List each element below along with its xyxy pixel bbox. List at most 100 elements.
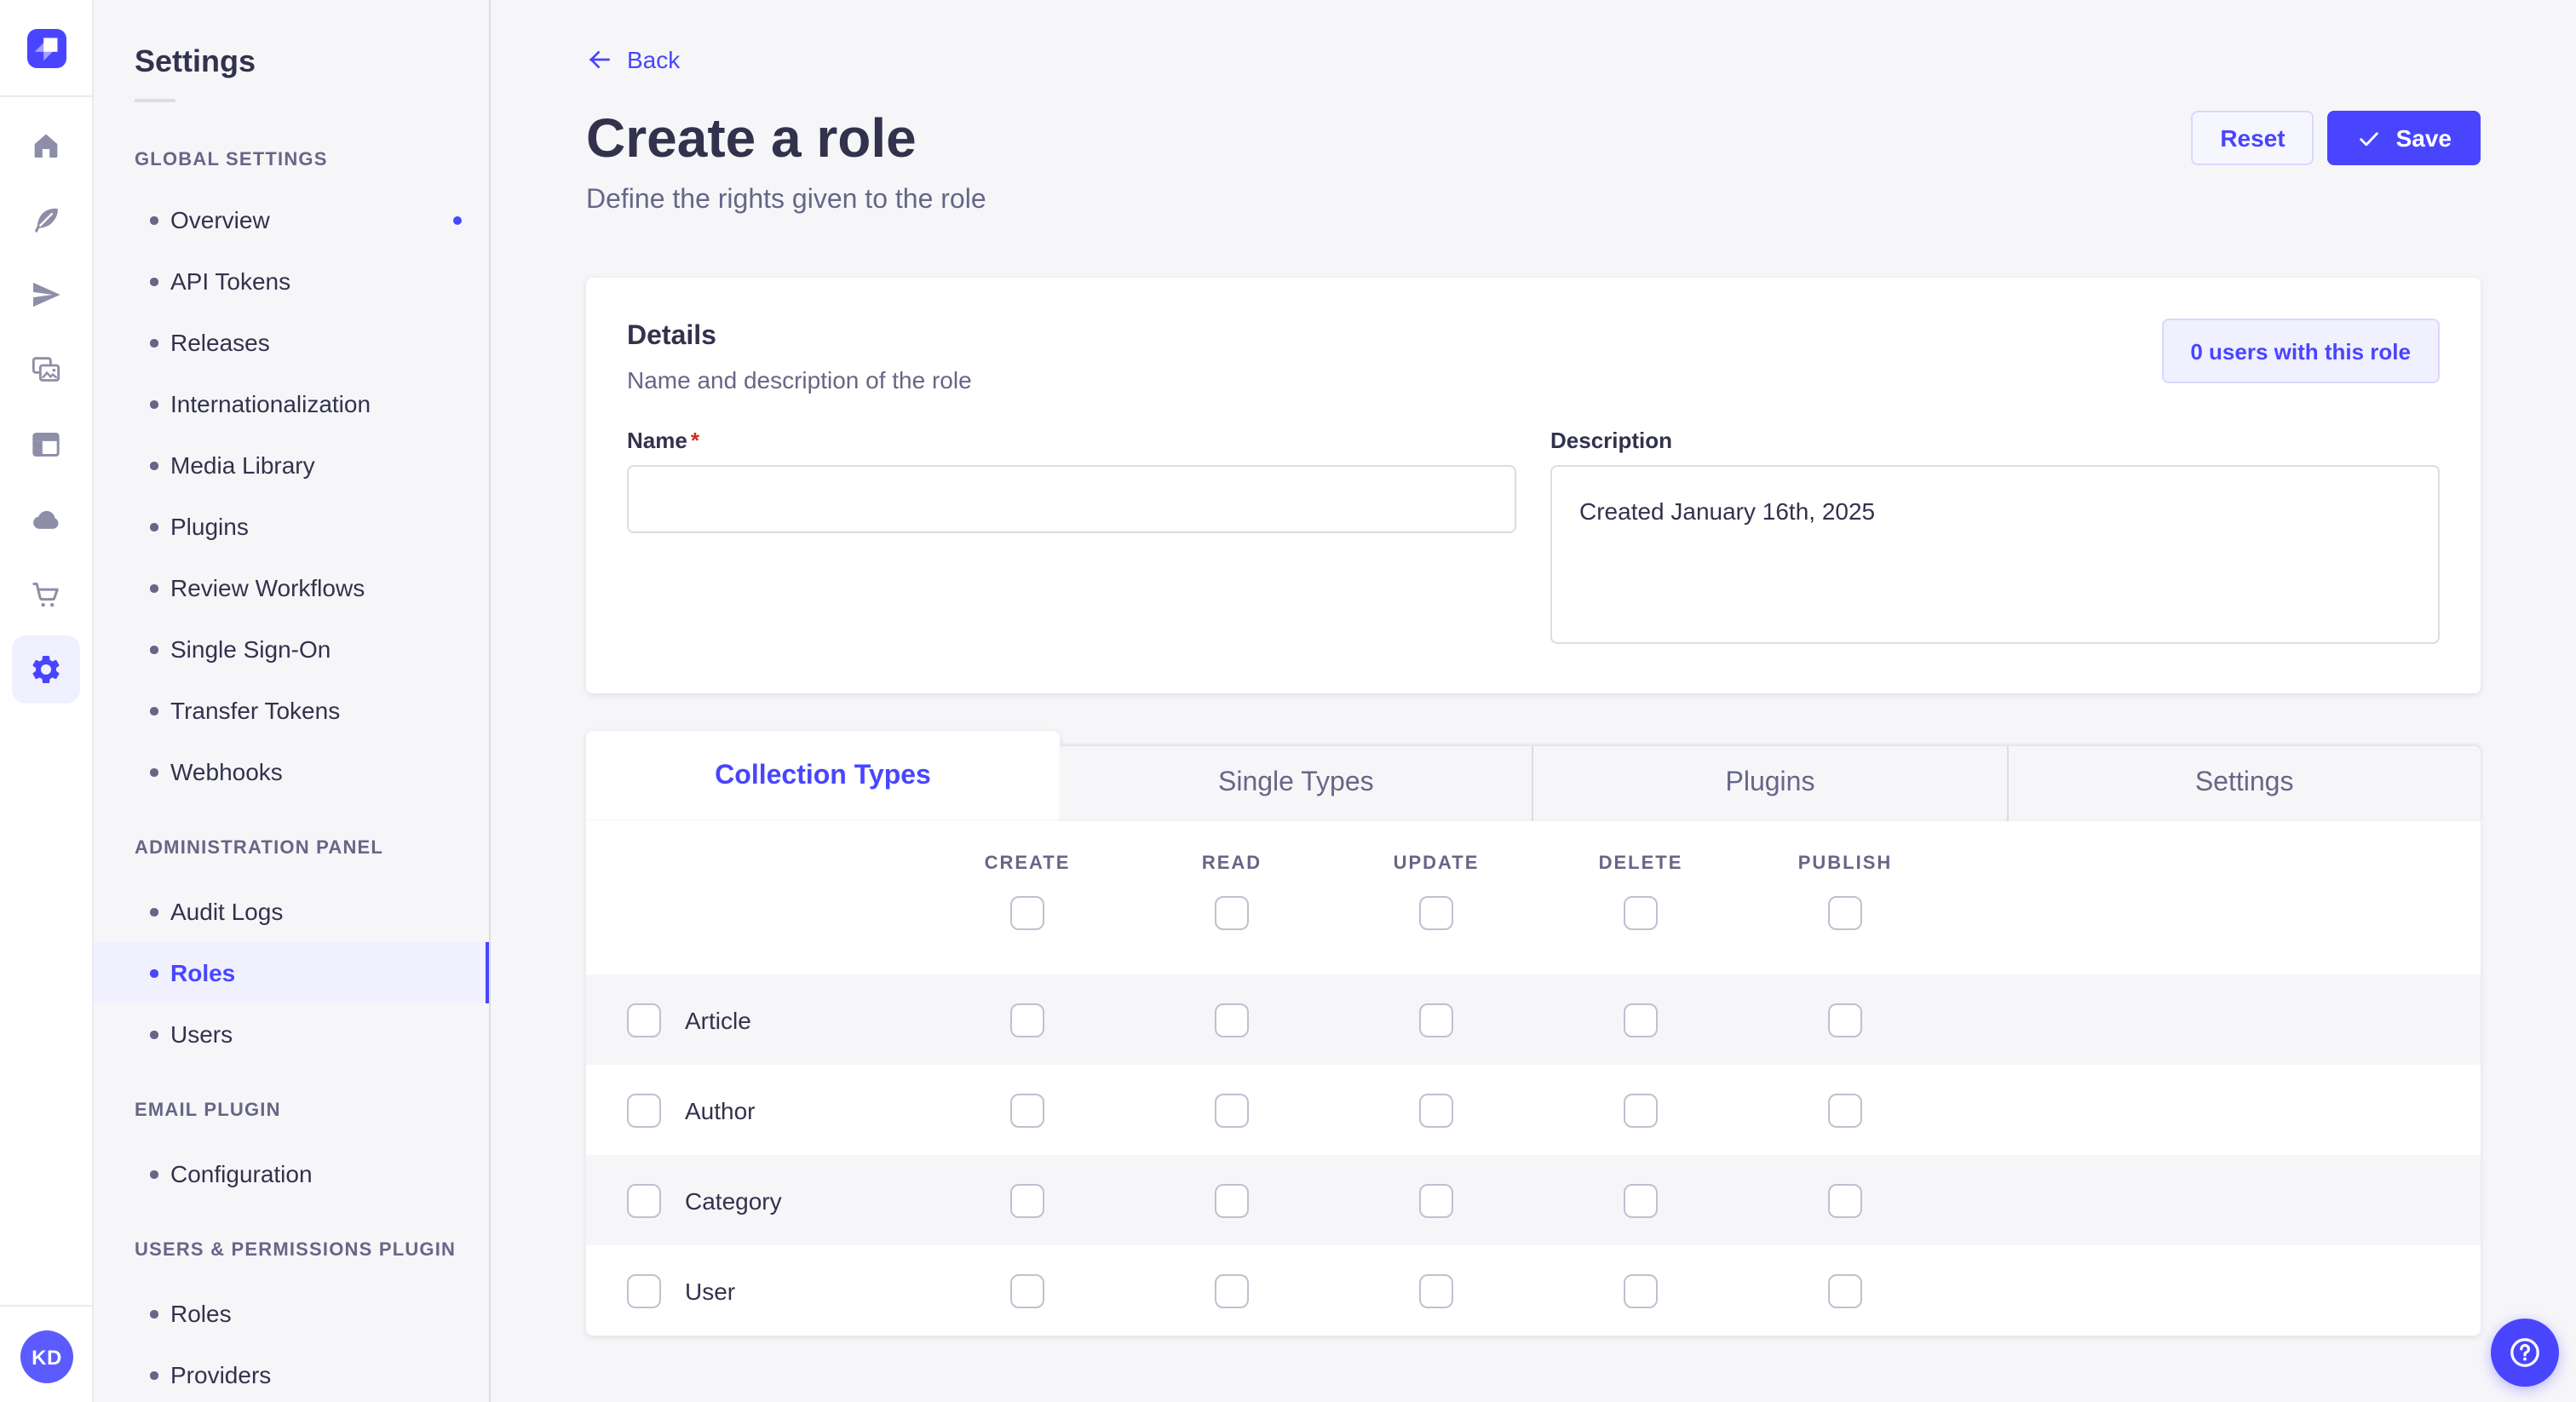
select-all-read-checkbox[interactable]	[1215, 896, 1249, 930]
subnav-item-releases[interactable]: Releases	[94, 312, 489, 373]
permission-checkbox-update[interactable]	[1419, 1183, 1453, 1217]
select-all-publish-checkbox[interactable]	[1828, 896, 1862, 930]
users-permissions-list: Roles Providers	[94, 1283, 489, 1402]
permission-checkbox-publish[interactable]	[1828, 1273, 1862, 1307]
rail-nav	[0, 111, 92, 704]
subnav-item-review-workflows[interactable]: Review Workflows	[94, 557, 489, 618]
item-label: Providers	[170, 1361, 272, 1388]
cloud-button[interactable]	[12, 486, 80, 554]
item-label: Review Workflows	[170, 574, 365, 601]
row-label: Author	[685, 1096, 756, 1123]
back-link[interactable]: Back	[586, 44, 680, 75]
description-label-text: Description	[1550, 428, 1673, 453]
permission-checkbox-publish[interactable]	[1828, 1003, 1862, 1037]
deploy-button[interactable]	[12, 261, 80, 329]
permission-checkbox-delete[interactable]	[1624, 1273, 1658, 1307]
subnav-item-overview[interactable]: Overview	[94, 189, 489, 250]
content-builder-button[interactable]	[12, 186, 80, 254]
user-avatar[interactable]: KD	[20, 1330, 73, 1383]
subnav-item-roles-admin[interactable]: Roles	[94, 942, 489, 1003]
item-label: Media Library	[170, 451, 315, 479]
permission-checkbox-read[interactable]	[1215, 1093, 1249, 1127]
item-label: Overview	[170, 206, 270, 233]
rail-divider	[0, 1305, 92, 1307]
item-label: Releases	[170, 329, 270, 356]
table-row-category: Category	[586, 1155, 2481, 1245]
subnav-item-configuration[interactable]: Configuration	[94, 1143, 489, 1204]
subnav-item-providers[interactable]: Providers	[94, 1344, 489, 1402]
section-users-permissions-plugin: USERS & PERMISSIONS PLUGIN	[135, 1240, 457, 1261]
save-label: Save	[2395, 124, 2452, 152]
permission-checkbox-create[interactable]	[1010, 1093, 1044, 1127]
row-select-checkbox[interactable]	[627, 1003, 661, 1037]
select-all-update-checkbox[interactable]	[1419, 896, 1453, 930]
select-all-create-checkbox[interactable]	[1010, 896, 1044, 930]
permission-checkbox-create[interactable]	[1010, 1183, 1044, 1217]
subnav-item-audit-logs[interactable]: Audit Logs	[94, 881, 489, 942]
tab-single-types[interactable]: Single Types	[1060, 746, 1532, 821]
table-row-author: Author	[586, 1065, 2481, 1155]
subnav-item-roles-users-permissions[interactable]: Roles	[94, 1283, 489, 1344]
row-select-checkbox[interactable]	[627, 1093, 661, 1127]
permission-checkbox-delete[interactable]	[1624, 1093, 1658, 1127]
settings-button[interactable]	[12, 635, 80, 704]
permissions-section: Collection Types Single Types Plugins Se…	[586, 731, 2481, 1336]
permission-checkbox-update[interactable]	[1419, 1003, 1453, 1037]
divider	[135, 99, 175, 102]
item-label: Configuration	[170, 1160, 313, 1187]
permission-checkbox-delete[interactable]	[1624, 1183, 1658, 1217]
settings-subnav: Settings GLOBAL SETTINGS Overview API To…	[94, 0, 491, 1402]
permission-checkbox-delete[interactable]	[1624, 1003, 1658, 1037]
item-label: Audit Logs	[170, 898, 284, 925]
strapi-logo[interactable]	[26, 28, 66, 67]
subnav-item-single-sign-on[interactable]: Single Sign-On	[94, 618, 489, 680]
row-label: Category	[685, 1187, 782, 1214]
select-all-delete-checkbox[interactable]	[1624, 896, 1658, 930]
subnav-item-api-tokens[interactable]: API Tokens	[94, 250, 489, 312]
details-card: Details Name and description of the role…	[586, 278, 2481, 693]
media-library-button[interactable]	[12, 336, 80, 404]
permission-checkbox-publish[interactable]	[1828, 1183, 1862, 1217]
column-header-publish: PUBLISH	[1797, 853, 1893, 874]
users-with-role-button[interactable]: 0 users with this role	[2161, 319, 2440, 383]
reset-button[interactable]: Reset	[2191, 111, 2314, 165]
row-select-checkbox[interactable]	[627, 1273, 661, 1307]
question-mark-icon	[2510, 1338, 2539, 1367]
details-fields: Name * Description Created January 16th, …	[627, 428, 2440, 652]
subnav-item-users[interactable]: Users	[94, 1003, 489, 1065]
tab-plugins[interactable]: Plugins	[1532, 746, 2007, 821]
save-button[interactable]: Save	[2327, 111, 2481, 165]
subnav-item-plugins[interactable]: Plugins	[94, 496, 489, 557]
tab-collection-types[interactable]: Collection Types	[586, 731, 1060, 821]
permission-checkbox-update[interactable]	[1419, 1093, 1453, 1127]
page-title: Create a role	[586, 107, 917, 169]
permission-checkbox-create[interactable]	[1010, 1273, 1044, 1307]
permission-checkbox-read[interactable]	[1215, 1183, 1249, 1217]
subnav-item-transfer-tokens[interactable]: Transfer Tokens	[94, 680, 489, 741]
subnav-item-internationalization[interactable]: Internationalization	[94, 373, 489, 434]
main-nav-rail: KD	[0, 0, 94, 1402]
details-title: Details	[627, 322, 716, 351]
row-select-checkbox[interactable]	[627, 1183, 661, 1217]
home-button[interactable]	[12, 111, 80, 179]
marketplace-button[interactable]	[12, 560, 80, 629]
table-row-user: User	[586, 1245, 2481, 1336]
content-manager-button[interactable]	[12, 411, 80, 479]
subnav-item-webhooks[interactable]: Webhooks	[94, 741, 489, 802]
permission-checkbox-create[interactable]	[1010, 1003, 1044, 1037]
back-arrow-icon	[589, 51, 610, 68]
media-library-icon	[32, 357, 60, 382]
description-textarea[interactable]: Created January 16th, 2025	[1550, 465, 2440, 644]
item-label: Webhooks	[170, 758, 283, 785]
email-plugin-list: Configuration	[94, 1143, 489, 1204]
permission-checkbox-read[interactable]	[1215, 1273, 1249, 1307]
subnav-item-media-library[interactable]: Media Library	[94, 434, 489, 496]
name-input[interactable]	[627, 465, 1516, 533]
help-button[interactable]	[2491, 1319, 2559, 1387]
permission-checkbox-read[interactable]	[1215, 1003, 1249, 1037]
tab-settings[interactable]: Settings	[2006, 746, 2481, 821]
permission-checkbox-publish[interactable]	[1828, 1093, 1862, 1127]
row-label: User	[685, 1277, 736, 1304]
item-label: Internationalization	[170, 390, 371, 417]
permission-checkbox-update[interactable]	[1419, 1273, 1453, 1307]
